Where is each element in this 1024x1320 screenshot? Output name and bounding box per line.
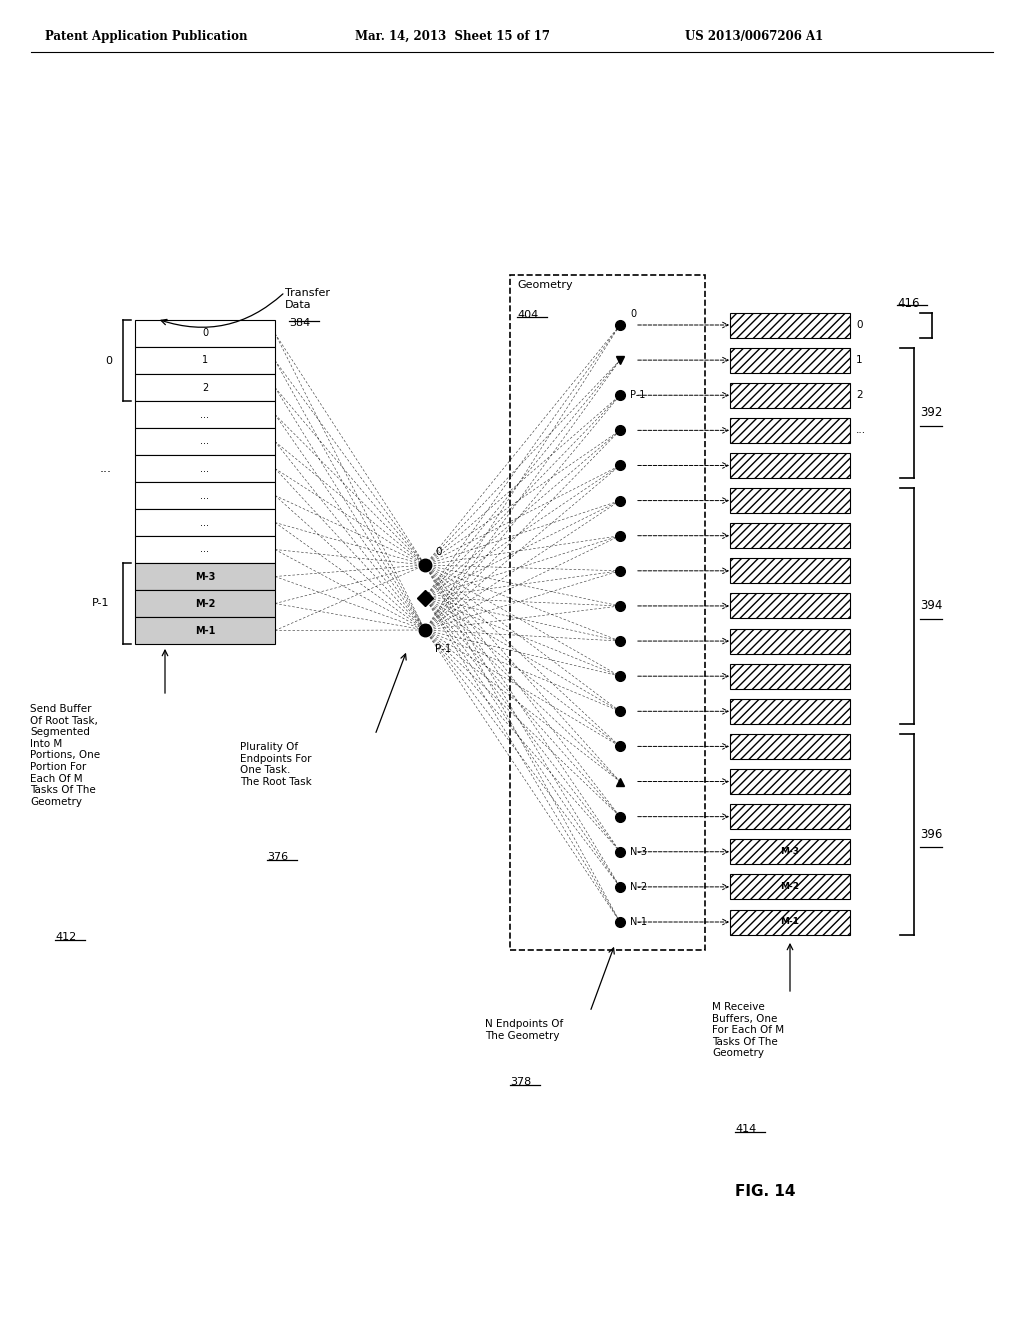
Text: P-1: P-1 (92, 598, 110, 609)
Text: 378: 378 (510, 1077, 531, 1086)
Bar (135, 536, 275, 564)
Bar (730, 453, 850, 478)
Text: M-3: M-3 (780, 847, 800, 857)
Text: 1: 1 (856, 355, 862, 366)
Bar (730, 488, 850, 513)
Text: 412: 412 (55, 932, 76, 942)
Text: N Endpoints Of
The Geometry: N Endpoints Of The Geometry (485, 1019, 563, 1040)
Text: N-2: N-2 (630, 882, 647, 892)
Text: 2: 2 (856, 391, 862, 400)
Text: M-2: M-2 (780, 882, 800, 891)
Bar (135, 374, 275, 401)
Text: 0: 0 (435, 546, 441, 557)
Text: ...: ... (201, 463, 210, 474)
Bar (135, 590, 275, 616)
Bar (730, 628, 850, 653)
Bar (730, 698, 850, 723)
Bar (730, 909, 850, 935)
Text: 416: 416 (897, 297, 920, 310)
Text: Send Buffer
Of Root Task,
Segmented
Into M
Portions, One
Portion For
Each Of M
T: Send Buffer Of Root Task, Segmented Into… (30, 704, 100, 807)
Text: ...: ... (201, 544, 210, 554)
Text: M-1: M-1 (780, 917, 800, 927)
Bar (730, 313, 850, 338)
Bar (135, 455, 275, 482)
Text: Patent Application Publication: Patent Application Publication (45, 30, 248, 44)
Text: 2: 2 (202, 383, 208, 392)
Text: 0: 0 (856, 319, 862, 330)
Text: N-3: N-3 (630, 846, 647, 857)
Text: 0: 0 (630, 309, 636, 319)
Text: US 2013/0067206 A1: US 2013/0067206 A1 (685, 30, 823, 44)
Bar (135, 510, 275, 536)
Bar (730, 770, 850, 795)
Text: M Receive
Buffers, One
For Each Of M
Tasks Of The
Geometry: M Receive Buffers, One For Each Of M Tas… (712, 1002, 784, 1059)
Bar (730, 874, 850, 899)
Text: FIG. 14: FIG. 14 (735, 1184, 796, 1200)
Bar (730, 734, 850, 759)
Text: ...: ... (201, 409, 210, 420)
Bar (135, 616, 275, 644)
Text: N-1: N-1 (630, 917, 647, 927)
Text: ...: ... (201, 491, 210, 500)
Text: Plurality Of
Endpoints For
One Task.
The Root Task: Plurality Of Endpoints For One Task. The… (240, 742, 311, 787)
Bar (135, 428, 275, 455)
Bar (135, 347, 275, 374)
Text: P-1: P-1 (630, 391, 645, 400)
Text: M-3: M-3 (195, 572, 215, 582)
Bar (135, 482, 275, 510)
Bar (135, 319, 275, 347)
Bar (730, 558, 850, 583)
Bar (730, 418, 850, 442)
Text: 0: 0 (202, 329, 208, 338)
Text: 384: 384 (289, 318, 310, 327)
Text: Mar. 14, 2013  Sheet 15 of 17: Mar. 14, 2013 Sheet 15 of 17 (355, 30, 550, 44)
Text: 392: 392 (920, 407, 942, 420)
Text: 396: 396 (920, 828, 942, 841)
Text: 0: 0 (105, 355, 113, 366)
Text: Transfer
Data: Transfer Data (285, 288, 330, 310)
Bar (730, 347, 850, 372)
Text: 394: 394 (920, 599, 942, 612)
Bar (730, 383, 850, 408)
Text: M-1: M-1 (195, 626, 215, 635)
Bar (730, 804, 850, 829)
Bar (730, 594, 850, 619)
Text: 404: 404 (517, 310, 539, 319)
Bar (510, 275, 705, 950)
Text: Geometry: Geometry (517, 280, 572, 290)
Bar (730, 840, 850, 865)
Bar (730, 523, 850, 548)
Bar (135, 401, 275, 428)
Text: ...: ... (201, 437, 210, 446)
Text: ...: ... (100, 462, 112, 475)
Text: ...: ... (856, 425, 866, 436)
Text: 376: 376 (267, 851, 288, 862)
Text: M-2: M-2 (195, 598, 215, 609)
Text: ...: ... (201, 517, 210, 528)
Bar (135, 564, 275, 590)
Bar (730, 664, 850, 689)
Text: P-1: P-1 (435, 644, 452, 653)
Text: 414: 414 (735, 1125, 757, 1134)
Text: 1: 1 (202, 355, 208, 366)
